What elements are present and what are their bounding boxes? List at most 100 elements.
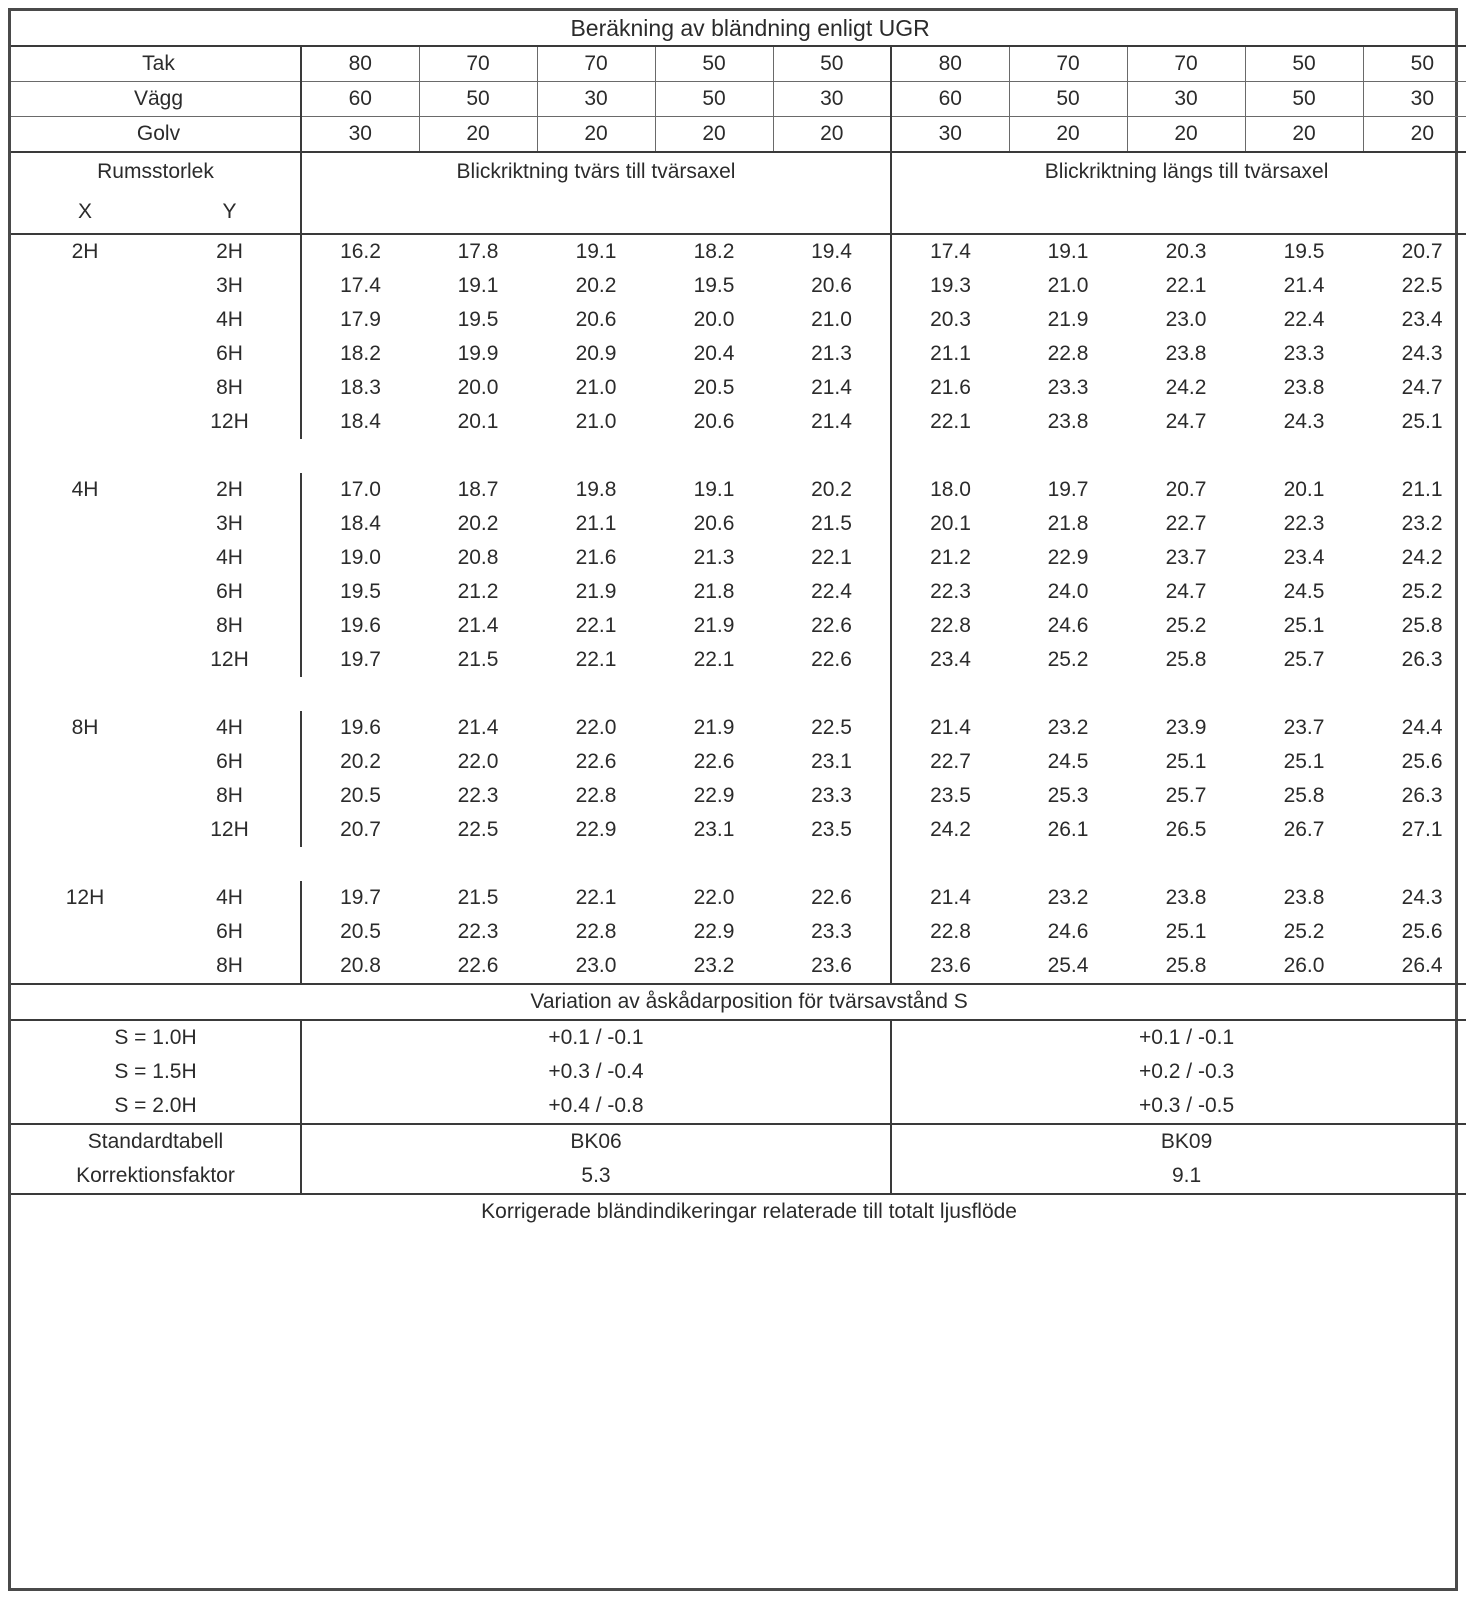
group-spacer bbox=[301, 677, 892, 711]
ugr-value-along: 24.6 bbox=[1047, 614, 1089, 637]
surface-value: 20 bbox=[537, 116, 656, 153]
ugr-value-across: 20.5 bbox=[340, 920, 381, 943]
ugr-value-along: 21.4 bbox=[930, 716, 971, 739]
ugr-value-across: 20.6 bbox=[575, 308, 617, 331]
surface-value: 50 bbox=[1009, 81, 1128, 117]
ugr-value-along: 22.8 bbox=[1047, 342, 1089, 365]
ugr-value-along: 23.2 bbox=[1401, 512, 1443, 535]
ugr-value-across: 23.3 bbox=[773, 915, 892, 949]
ugr-value-along: 25.6 bbox=[1401, 920, 1443, 943]
surface-value: 70 bbox=[537, 46, 656, 82]
ugr-value-across: 22.4 bbox=[773, 575, 892, 609]
ugr-value-along: 25.2 bbox=[1283, 920, 1325, 943]
room-y-value: 4H bbox=[159, 711, 302, 745]
room-y-value: 8H bbox=[159, 949, 302, 984]
ugr-value-across: 21.4 bbox=[773, 405, 892, 439]
ugr-value-along: 20.3 bbox=[930, 308, 971, 331]
ugr-value-along: 22.8 bbox=[930, 614, 971, 637]
room-x-value bbox=[11, 813, 159, 847]
ugr-value-along: 25.1 bbox=[1165, 920, 1207, 943]
ugr-data-row: 6H 19.5 21.2 21.9 21.8 22.4 22.3 24.0 24.7 24.5 25… bbox=[11, 575, 1466, 609]
ugr-value-across: 22.1 bbox=[773, 541, 892, 575]
group-spacer bbox=[891, 847, 1466, 881]
room-x-value bbox=[11, 915, 159, 949]
room-x-value bbox=[11, 405, 159, 439]
ugr-data-row: 3H 17.4 19.1 20.2 19.5 20.6 19.3 21.0 22.1 21.4 22… bbox=[11, 269, 1466, 303]
ugr-value-along: 24.7 bbox=[1165, 410, 1207, 433]
ugr-value-along: 24.0 bbox=[1047, 580, 1089, 603]
ugr-value-along: 23.2 bbox=[1047, 716, 1089, 739]
surface-value: 70 bbox=[1009, 46, 1128, 82]
ugr-sheet: Beräkning av bländning enligt UGR Tak 80 70… bbox=[8, 8, 1466, 1591]
ugr-value-across: 19.1 bbox=[693, 478, 735, 501]
ugr-value-along: 21.4 bbox=[1283, 274, 1325, 297]
ugr-value-along: 20.3 bbox=[1127, 233, 1245, 269]
title-row: Beräkning av bländning enligt UGR bbox=[11, 11, 1466, 47]
surface-value: 50 bbox=[1245, 46, 1364, 82]
ugr-value-along: 23.3 bbox=[1047, 376, 1089, 399]
ugr-value-across: 22.9 bbox=[575, 818, 617, 841]
ugr-data-row: 6H 20.2 22.0 22.6 22.6 23.1 22.7 24.5 25.1 25.1 25… bbox=[11, 745, 1466, 779]
ugr-value-along: 23.3 bbox=[1283, 342, 1325, 365]
ugr-value-across: 19.6 bbox=[340, 614, 381, 637]
group-spacer bbox=[301, 847, 892, 881]
ugr-data-row: 8H 4H 19.6 21.4 22.0 21.9 22.5 21.4 23.2 23.9 23.7… bbox=[11, 711, 1466, 745]
ugr-value-along: 25.7 bbox=[1165, 784, 1207, 807]
ugr-value-along: 24.2 bbox=[930, 818, 971, 841]
room-x-value bbox=[11, 507, 159, 541]
standard-table-across: BK06 bbox=[301, 1124, 892, 1159]
room-y-value: 2H bbox=[159, 233, 302, 269]
ugr-value-along: 23.8 bbox=[1283, 886, 1325, 909]
ugr-value-across: 22.8 bbox=[575, 920, 617, 943]
ugr-value-along: 26.4 bbox=[1401, 954, 1443, 977]
variation-across: +0.4 / -0.8 bbox=[301, 1089, 892, 1125]
ugr-value-across: 19.6 bbox=[340, 716, 381, 739]
ugr-value-along: 23.8 bbox=[1165, 342, 1207, 365]
ugr-value-across: 22.1 bbox=[575, 648, 617, 671]
room-x-value bbox=[11, 609, 159, 643]
ugr-value-across: 22.9 bbox=[693, 920, 735, 943]
room-y-value: 12H bbox=[159, 643, 302, 677]
ugr-value-across: 20.5 bbox=[340, 784, 381, 807]
ugr-value-along: 25.8 bbox=[1165, 648, 1207, 671]
ugr-value-along: 23.8 bbox=[1165, 886, 1207, 909]
ugr-value-across: 22.1 bbox=[693, 648, 735, 671]
ugr-value-along: 25.6 bbox=[1401, 750, 1443, 773]
ugr-value-across: 20.4 bbox=[693, 342, 735, 365]
variation-label: S = 2.0H bbox=[11, 1089, 302, 1125]
ugr-value-across: 20.0 bbox=[457, 376, 499, 399]
room-x-value bbox=[11, 745, 159, 779]
ugr-value-along: 23.9 bbox=[1165, 716, 1207, 739]
ugr-value-across: 21.5 bbox=[457, 648, 499, 671]
ugr-value-along: 24.2 bbox=[1165, 376, 1207, 399]
ugr-value-across: 22.6 bbox=[773, 881, 892, 915]
ugr-value-along: 24.5 bbox=[1283, 580, 1325, 603]
ugr-value-along: 26.5 bbox=[1165, 818, 1207, 841]
group-spacer bbox=[11, 439, 301, 473]
ugr-value-along: 22.3 bbox=[930, 580, 971, 603]
ugr-value-along: 20.7 bbox=[1165, 478, 1207, 501]
surface-value: 30 bbox=[300, 116, 420, 153]
ugr-table: Beräkning av bländning enligt UGR Tak 80 70… bbox=[11, 11, 1466, 1263]
variation-row: S = 1.5H +0.3 / -0.4 +0.2 / -0.3 bbox=[11, 1055, 1466, 1089]
ugr-value-across: 21.5 bbox=[773, 507, 892, 541]
ugr-value-across: 19.5 bbox=[693, 274, 735, 297]
ugr-value-across: 21.9 bbox=[693, 716, 735, 739]
ugr-value-along: 21.1 bbox=[1401, 478, 1443, 501]
ugr-value-along: 17.4 bbox=[891, 233, 1009, 269]
ugr-value-along: 19.7 bbox=[1047, 478, 1089, 501]
ugr-value-along: 23.4 bbox=[930, 648, 971, 671]
ugr-value-along: 21.0 bbox=[1047, 274, 1089, 297]
surface-value: 30 bbox=[773, 81, 892, 117]
ugr-value-along: 23.4 bbox=[1283, 546, 1325, 569]
correction-factor-row: Korrektionsfaktor 5.3 9.1 bbox=[11, 1159, 1466, 1195]
room-x-value bbox=[11, 541, 159, 575]
ugr-value-across: 21.2 bbox=[457, 580, 499, 603]
surface-label: Tak bbox=[11, 46, 302, 82]
ugr-value-across: 21.3 bbox=[693, 546, 735, 569]
ugr-value-across: 18.7 bbox=[457, 478, 499, 501]
ugr-value-along: 24.7 bbox=[1165, 580, 1207, 603]
footer-note: Korrigerade bländindikeringar relaterade… bbox=[481, 1200, 1017, 1223]
variation-across: +0.3 / -0.4 bbox=[301, 1055, 892, 1089]
blank-area-row bbox=[11, 1229, 1466, 1263]
